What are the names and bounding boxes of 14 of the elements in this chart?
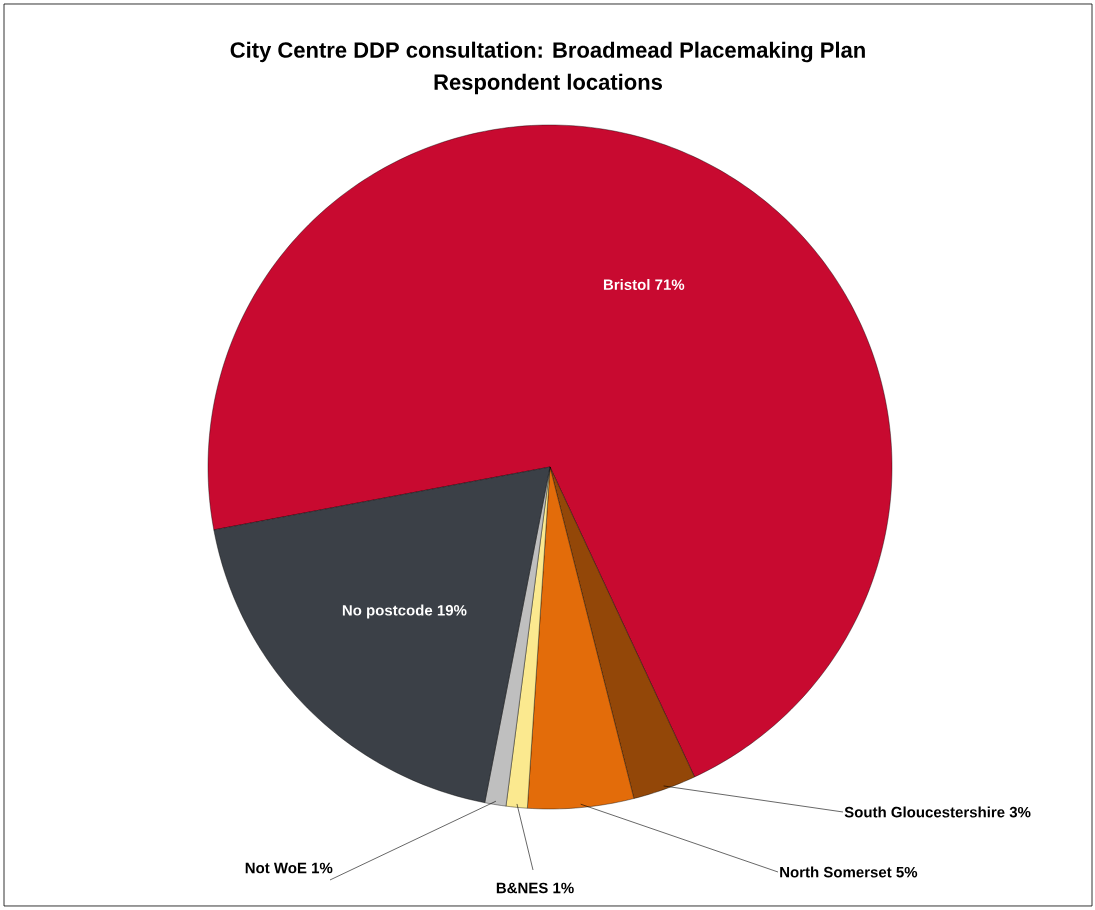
chart-title: City Centre DDP consultation: Broadmead Placemaking Plan xyxy=(230,41,865,63)
slice-label: Not WoE xyxy=(245,862,307,874)
chart-subtitle: Respondent locations xyxy=(434,73,662,95)
data-label: 5% xyxy=(896,866,918,878)
slice-label: North Somerset xyxy=(780,866,892,878)
data-label: 3% xyxy=(1009,806,1031,818)
slice-label: B&NES xyxy=(496,882,548,894)
data-label: 1% xyxy=(553,882,574,894)
data-label: 71% xyxy=(655,279,685,290)
data-label: 1% xyxy=(312,862,333,874)
slice-label: South Gloucestershire xyxy=(844,806,1005,818)
slice-label: No postcode xyxy=(342,604,433,619)
data-label: 19% xyxy=(437,604,467,616)
slice-label: Bristol xyxy=(603,278,650,290)
